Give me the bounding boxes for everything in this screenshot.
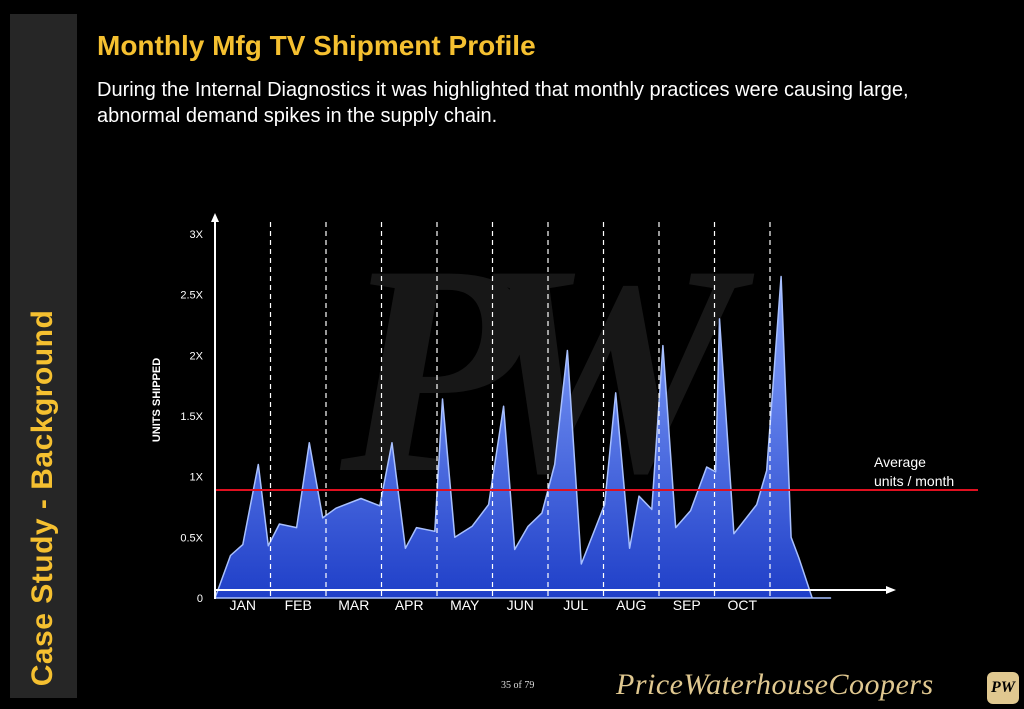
- y-tick-label: 1X: [190, 472, 204, 484]
- page-title: Monthly Mfg TV Shipment Profile: [97, 30, 536, 61]
- shipment-area: [214, 275, 832, 599]
- x-tick-label: MAR: [338, 597, 369, 613]
- x-tick-label: SEP: [673, 597, 701, 613]
- x-tick-label: MAY: [450, 597, 480, 613]
- x-tick-label: AUG: [616, 597, 646, 613]
- y-tick-label: 2.5X: [180, 290, 203, 302]
- page-subtitle: During the Internal Diagnostics it was h…: [97, 79, 909, 127]
- y-axis-arrow: [211, 213, 219, 222]
- y-tick-label: 0.5X: [180, 532, 203, 544]
- logo-badge: PW: [987, 672, 1019, 704]
- company-logo: PriceWaterhouseCoopers: [616, 668, 934, 701]
- pw-watermark: P W: [335, 203, 756, 535]
- average-label: units / month: [874, 473, 954, 489]
- y-tick-label: 2X: [190, 350, 204, 362]
- y-tick-label: 0: [197, 593, 203, 605]
- x-tick-label: JAN: [230, 597, 256, 613]
- y-tick-label: 1.5X: [180, 411, 203, 423]
- x-tick-label: OCT: [727, 597, 757, 613]
- sidebar-panel: [10, 14, 77, 698]
- x-tick-label: APR: [395, 597, 424, 613]
- x-axis-arrow: [886, 586, 896, 594]
- x-tick-label: JUL: [563, 597, 588, 613]
- y-axis-label: UNITS SHIPPED: [151, 358, 163, 442]
- x-tick-label: FEB: [285, 597, 312, 613]
- page-number: 35 of 79: [501, 680, 535, 691]
- average-label: Average: [874, 454, 926, 470]
- y-tick-label: 3X: [190, 229, 204, 241]
- x-tick-label: JUN: [507, 597, 534, 613]
